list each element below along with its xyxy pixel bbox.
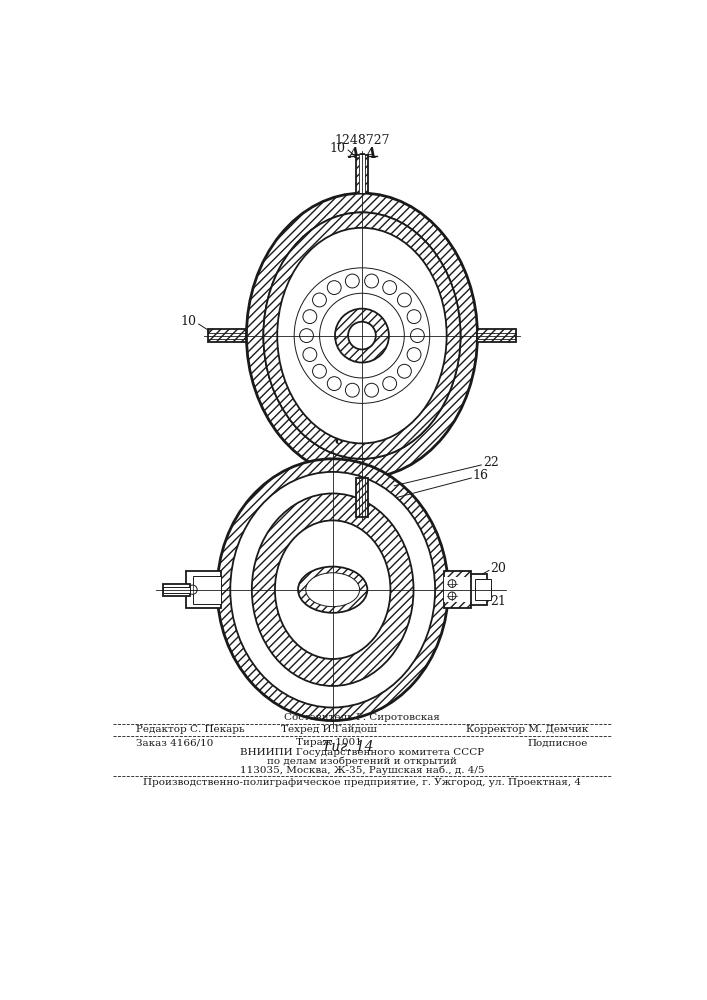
- Ellipse shape: [348, 322, 376, 349]
- Ellipse shape: [305, 573, 360, 607]
- Ellipse shape: [335, 309, 389, 363]
- Bar: [356, 155, 368, 193]
- Bar: [187, 571, 221, 608]
- Ellipse shape: [277, 228, 447, 443]
- Circle shape: [448, 580, 456, 587]
- Ellipse shape: [230, 472, 435, 708]
- Ellipse shape: [298, 567, 368, 613]
- Text: 10: 10: [329, 142, 345, 155]
- Text: по делам изобретений и открытий: по делам изобретений и открытий: [267, 757, 457, 766]
- Text: 22: 22: [483, 456, 498, 469]
- Ellipse shape: [300, 329, 313, 343]
- Circle shape: [188, 585, 197, 594]
- Text: Подписное: Подписное: [528, 738, 588, 747]
- Text: 21: 21: [491, 595, 506, 608]
- Bar: [192, 576, 221, 604]
- Ellipse shape: [346, 274, 359, 288]
- Ellipse shape: [320, 293, 404, 378]
- Ellipse shape: [217, 459, 448, 721]
- Ellipse shape: [382, 377, 397, 391]
- Bar: [163, 587, 190, 593]
- Ellipse shape: [275, 520, 390, 659]
- Ellipse shape: [346, 383, 359, 397]
- Text: Корректор М. Демчик: Корректор М. Демчик: [466, 725, 588, 734]
- Text: Тираж 1001: Тираж 1001: [296, 738, 362, 747]
- Bar: [359, 155, 365, 193]
- Text: 113035, Москва, Ж-35, Раушская наб., д. 4/5: 113035, Москва, Ж-35, Раушская наб., д. …: [240, 765, 484, 775]
- Ellipse shape: [264, 212, 460, 459]
- Text: Заказ 4166/10: Заказ 4166/10: [136, 738, 214, 747]
- Ellipse shape: [294, 268, 430, 403]
- Ellipse shape: [312, 364, 327, 378]
- Text: 16: 16: [473, 469, 489, 482]
- Text: Техред И.Гайдош: Техред И.Гайдош: [281, 725, 377, 734]
- Text: Редактор С. Пекарь: Редактор С. Пекарь: [136, 725, 245, 734]
- Ellipse shape: [247, 193, 477, 478]
- Text: 10: 10: [180, 315, 197, 328]
- Ellipse shape: [252, 493, 414, 686]
- Text: Τиг. 13: Τиг. 13: [336, 530, 387, 544]
- Bar: [444, 577, 472, 602]
- Bar: [208, 329, 247, 342]
- Text: 20: 20: [491, 562, 506, 575]
- Bar: [477, 329, 516, 342]
- Ellipse shape: [382, 281, 397, 295]
- Bar: [444, 571, 472, 608]
- Text: Составитель Г. Сиротовская: Составитель Г. Сиротовская: [284, 713, 440, 722]
- Ellipse shape: [397, 293, 411, 307]
- Ellipse shape: [327, 377, 341, 391]
- Text: 1248727: 1248727: [334, 134, 390, 147]
- Ellipse shape: [312, 293, 327, 307]
- Circle shape: [448, 592, 456, 600]
- Ellipse shape: [303, 310, 317, 324]
- Bar: [472, 574, 486, 605]
- Ellipse shape: [397, 364, 411, 378]
- Bar: [356, 478, 368, 517]
- Text: e: e: [359, 160, 366, 170]
- Ellipse shape: [407, 348, 421, 361]
- Text: ВНИИПИ Государственного комитета СССР: ВНИИПИ Государственного комитета СССР: [240, 748, 484, 757]
- Ellipse shape: [303, 348, 317, 361]
- Ellipse shape: [411, 329, 424, 343]
- Text: A–A: A–A: [348, 147, 376, 161]
- Ellipse shape: [264, 212, 460, 459]
- Ellipse shape: [327, 281, 341, 295]
- Ellipse shape: [407, 310, 421, 324]
- Text: Τиг. 14: Τиг. 14: [322, 740, 374, 754]
- Text: Производственно-полиграфическое предприятие, г. Ужгород, ул. Проектная, 4: Производственно-полиграфическое предприя…: [143, 778, 581, 787]
- Bar: [475, 579, 491, 600]
- Text: б–б: б–б: [334, 433, 361, 447]
- Ellipse shape: [365, 274, 378, 288]
- Bar: [163, 584, 190, 596]
- Ellipse shape: [365, 383, 378, 397]
